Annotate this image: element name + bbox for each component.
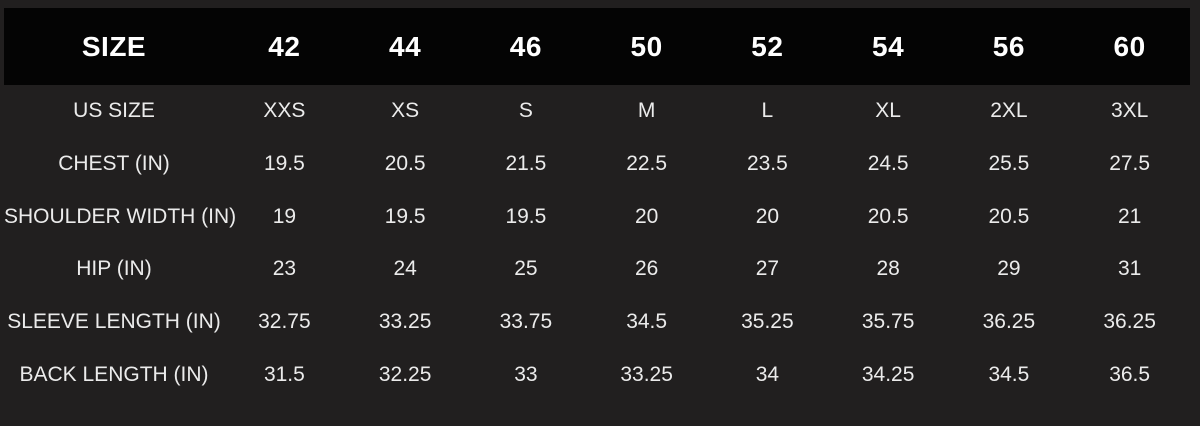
cell-value: 36.25 — [982, 310, 1036, 334]
cell-value: 35.75 — [861, 310, 915, 334]
cell-value: 26 — [634, 257, 659, 281]
row-label: CHEST (IN) — [58, 152, 170, 176]
header-size-value: 52 — [751, 30, 784, 62]
cell-value: 27.5 — [1109, 152, 1151, 176]
table-row: CHEST (IN) 19.5 20.5 21.5 22.5 23.5 24.5 25.5 27… — [4, 138, 1190, 191]
cell-value: M — [637, 99, 656, 123]
cell-value: 3XL — [1110, 99, 1149, 123]
cell-value: XS — [391, 99, 420, 123]
cell-value: 31.5 — [263, 362, 305, 386]
cell-value: 19 — [272, 204, 297, 228]
cell-value: 34.25 — [861, 362, 915, 386]
cell-value: 20.5 — [988, 204, 1030, 228]
cell-value: 20.5 — [384, 152, 426, 176]
cell-value: L — [761, 99, 774, 123]
cell-value: 20 — [634, 204, 659, 228]
cell-value: 25 — [514, 257, 538, 281]
cell-value: 19.5 — [263, 152, 305, 176]
row-label: SHOULDER WIDTH (IN) — [4, 204, 237, 228]
cell-value: 34 — [755, 362, 780, 386]
row-label: HIP (IN) — [76, 257, 152, 281]
cell-value: 33.25 — [378, 310, 432, 334]
cell-value: 33.25 — [620, 362, 673, 386]
row-label: US SIZE — [73, 99, 155, 123]
cell-value: XXS — [263, 99, 306, 123]
header-size-label: SIZE — [81, 30, 147, 62]
size-chart-header: SIZE 42 44 46 50 52 54 56 60 — [4, 8, 1190, 85]
cell-value: 21 — [1117, 204, 1142, 228]
row-label: SLEEVE LENGTH (IN) — [7, 310, 221, 334]
cell-value: 25.5 — [988, 152, 1030, 176]
size-chart-table: SIZE 42 44 46 50 52 54 56 60 US SIZE XXS XS S M L XL 2X… — [4, 8, 1190, 401]
table-row: SHOULDER WIDTH (IN) 19 19.5 19.5 20 20 20.5 20.… — [4, 190, 1190, 243]
cell-value: 29 — [997, 257, 1021, 281]
cell-value: 35.25 — [741, 310, 794, 334]
cell-value: 21.5 — [505, 152, 547, 176]
header-size-value: 42 — [268, 30, 301, 62]
header-size-value: 44 — [389, 30, 422, 62]
header-size-value: 46 — [509, 30, 542, 62]
cell-value: 23.5 — [746, 152, 788, 176]
cell-value: 32.25 — [378, 362, 432, 386]
cell-value: 19.5 — [505, 204, 547, 228]
cell-value: 22.5 — [626, 152, 668, 176]
cell-value: 28 — [876, 257, 900, 281]
cell-value: 36.25 — [1103, 310, 1156, 334]
cell-value: 33.75 — [499, 310, 553, 334]
cell-value: 19.5 — [384, 204, 426, 228]
header-size-value: 60 — [1113, 30, 1146, 62]
cell-value: 20 — [755, 204, 780, 228]
table-row: BACK LENGTH (IN) 31.5 32.25 33 33.25 34 34.25 3… — [4, 348, 1190, 401]
header-size-value: 54 — [872, 30, 905, 62]
cell-value: 33 — [514, 362, 538, 386]
cell-value: 32.75 — [258, 310, 311, 334]
row-label: BACK LENGTH (IN) — [19, 362, 209, 386]
header-size-value: 56 — [992, 30, 1025, 62]
cell-value: 20.5 — [867, 204, 909, 228]
cell-value: 34.5 — [626, 310, 668, 334]
size-chart-body: US SIZE XXS XS S M L XL 2XL 3XL CHEST (IN) 19.5 20.… — [4, 85, 1190, 401]
header-row: SIZE 42 44 46 50 52 54 56 60 — [4, 8, 1190, 85]
table-row: SLEEVE LENGTH (IN) 32.75 33.25 33.75 34.5 35.… — [4, 296, 1190, 349]
cell-value: 23 — [272, 257, 297, 281]
header-size-value: 50 — [630, 30, 663, 62]
cell-value: 24.5 — [867, 152, 909, 176]
cell-value: 2XL — [990, 99, 1028, 123]
cell-value: 24 — [393, 257, 417, 281]
cell-value: 36.5 — [1109, 362, 1151, 386]
cell-value: S — [518, 99, 533, 123]
table-row: US SIZE XXS XS S M L XL 2XL 3XL — [4, 85, 1190, 138]
table-row: HIP (IN) 23 24 25 26 27 28 29 31 — [4, 243, 1190, 296]
cell-value: 27 — [755, 257, 780, 281]
cell-value: 31 — [1117, 257, 1142, 281]
cell-value: 34.5 — [988, 362, 1030, 386]
cell-value: XL — [875, 99, 901, 123]
